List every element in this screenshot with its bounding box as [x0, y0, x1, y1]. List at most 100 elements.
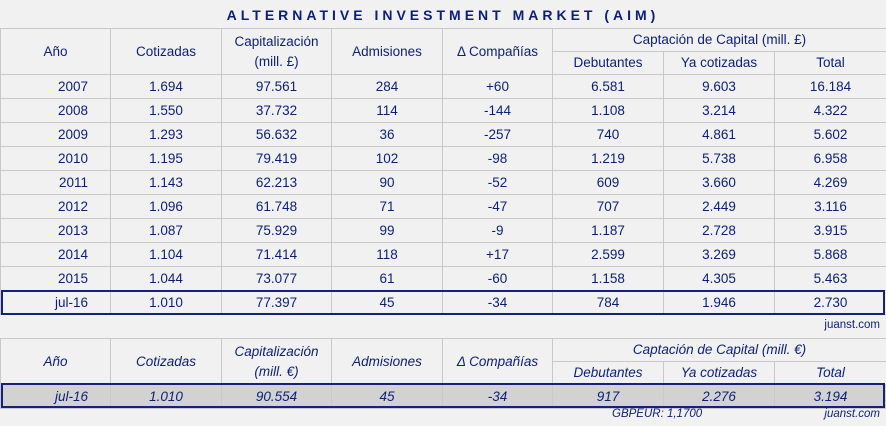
- subheader-row-eur: Debutantes Ya cotizadas Total: [1, 361, 886, 385]
- cell-debut: 2.599: [552, 242, 664, 267]
- table-row: 2014 1.104 71.414 118 +17 2.599 3.269 5.868: [0, 242, 886, 267]
- cell-capitalization: 56.632: [221, 122, 332, 147]
- table-row: 2010 1.195 79.419 102 -98 1.219 5.738 6.958: [0, 146, 886, 171]
- cell-admissions: 45: [331, 290, 443, 315]
- table-row: 2015 1.044 73.077 61 -60 1.158 4.305 5.463: [0, 266, 886, 291]
- cell-already-listed: 9.603: [663, 74, 775, 99]
- cell-capitalization: 61.748: [221, 194, 332, 219]
- cell-debut: 1.219: [552, 146, 664, 171]
- cell-delta: +60: [442, 74, 553, 99]
- cell-year: 2009: [0, 122, 111, 147]
- col-header-capital-raising: Captación de Capital (mill. £): [552, 28, 886, 52]
- cell-listed: 1.010: [110, 290, 222, 315]
- cell-admissions: 45: [331, 384, 443, 409]
- cell-total: 6.958: [774, 146, 886, 171]
- table-row: 2013 1.087 75.929 99 -9 1.187 2.728 3.915: [0, 218, 886, 243]
- cell-listed: 1.550: [110, 98, 222, 123]
- cell-listed: 1.694: [110, 74, 222, 99]
- cell-year: 2008: [0, 98, 111, 123]
- cell-listed: 1.044: [110, 266, 222, 291]
- cell-delta: -144: [442, 98, 553, 123]
- cell-delta: -34: [442, 384, 553, 409]
- cell-listed: 1.195: [110, 146, 222, 171]
- source-label: juanst.com: [824, 319, 880, 331]
- cell-capitalization: 73.077: [221, 266, 332, 291]
- cell-listed: 1.010: [110, 384, 222, 409]
- cell-year: 2011: [0, 170, 111, 195]
- cell-already-listed: 2.449: [663, 194, 775, 219]
- col-header-debut-eur: Debutantes: [552, 361, 664, 385]
- col-header-admissions-eur: Admisiones: [331, 338, 443, 385]
- col-header-listed-eur: Cotizadas: [110, 338, 222, 385]
- cell-total: 16.184: [774, 74, 886, 99]
- aim-table-eur: Año Cotizadas Capitalización (mill. €) A…: [0, 338, 886, 409]
- col-header-listed: Cotizadas: [110, 28, 222, 75]
- col-header-total-eur: Total: [774, 361, 886, 385]
- cell-delta: -47: [442, 194, 553, 219]
- cell-capitalization: 77.397: [221, 290, 332, 315]
- cell-debut: 6.581: [552, 74, 664, 99]
- cap-header-line1-eur: Capitalización: [234, 343, 319, 359]
- cell-already-listed: 1.946: [663, 290, 775, 315]
- cell-debut: 707: [552, 194, 664, 219]
- fx-rate-note: GBPEUR: 1,1700: [612, 408, 703, 420]
- col-header-already-listed-eur: Ya cotizadas: [663, 361, 775, 385]
- cell-debut: 740: [552, 122, 664, 147]
- col-header-delta: Δ Compañías: [442, 28, 553, 75]
- cell-year: 2015: [0, 266, 111, 291]
- cell-capitalization: 75.929: [221, 218, 332, 243]
- table-row: jul-16 1.010 77.397 45 -34 784 1.946 2.730: [0, 290, 886, 315]
- cap-header-line2: (mill. £): [254, 53, 299, 69]
- col-header-capitalization-eur: Capitalización (mill. €): [221, 338, 332, 385]
- cell-year: jul-16: [0, 290, 111, 315]
- cell-already-listed: 3.660: [663, 170, 775, 195]
- col-header-delta-eur: Δ Compañías: [442, 338, 553, 385]
- cell-already-listed: 2.276: [663, 384, 775, 409]
- cell-total: 5.463: [774, 266, 886, 291]
- table-row: 2011 1.143 62.213 90 -52 609 3.660 4.269: [0, 170, 886, 195]
- cell-capitalization: 97.561: [221, 74, 332, 99]
- cell-year: 2014: [0, 242, 111, 267]
- cell-total: 5.868: [774, 242, 886, 267]
- cell-delta: +17: [442, 242, 553, 267]
- cell-already-listed: 4.305: [663, 266, 775, 291]
- table-row: 2012 1.096 61.748 71 -47 707 2.449 3.116: [0, 194, 886, 219]
- col-header-debut: Debutantes: [552, 51, 664, 75]
- cell-debut: 1.158: [552, 266, 664, 291]
- cell-debut: 917: [552, 384, 664, 409]
- cell-delta: -9: [442, 218, 553, 243]
- cell-total: 4.322: [774, 98, 886, 123]
- cell-total: 3.915: [774, 218, 886, 243]
- col-header-year-eur: Año: [0, 338, 111, 385]
- cell-debut: 1.187: [552, 218, 664, 243]
- cell-total: 3.194: [774, 384, 886, 409]
- cell-admissions: 90: [331, 170, 443, 195]
- cell-listed: 1.104: [110, 242, 222, 267]
- cell-admissions: 99: [331, 218, 443, 243]
- cell-admissions: 61: [331, 266, 443, 291]
- cell-delta: -60: [442, 266, 553, 291]
- col-header-admissions: Admisiones: [331, 28, 443, 75]
- cell-admissions: 284: [331, 74, 443, 99]
- cap-header-line1: Capitalización: [234, 33, 319, 49]
- cell-admissions: 102: [331, 146, 443, 171]
- header-row-eur: Año Cotizadas Capitalización (mill. €) A…: [0, 338, 886, 385]
- col-header-total: Total: [774, 51, 886, 75]
- cell-capitalization: 62.213: [221, 170, 332, 195]
- source-label-eur: juanst.com: [824, 408, 880, 420]
- cell-listed: 1.293: [110, 122, 222, 147]
- cell-delta: -98: [442, 146, 553, 171]
- table-row: jul-16 1.010 90.554 45 -34 917 2.276 3.194: [0, 384, 886, 409]
- cell-year: 2010: [0, 146, 111, 171]
- col-header-capitalization: Capitalización (mill. £): [221, 28, 332, 75]
- cap-header-line2-eur: (mill. €): [254, 363, 299, 379]
- table-row: 2007 1.694 97.561 284 +60 6.581 9.603 16.184: [0, 74, 886, 99]
- cell-year: 2007: [0, 74, 111, 99]
- cell-debut: 1.108: [552, 98, 664, 123]
- cell-delta: -34: [442, 290, 553, 315]
- cell-delta: -257: [442, 122, 553, 147]
- report-title: ALTERNATIVE INVESTMENT MARKET (AIM): [226, 7, 660, 23]
- cell-total: 5.602: [774, 122, 886, 147]
- cell-total: 2.730: [774, 290, 886, 315]
- cell-debut: 609: [552, 170, 664, 195]
